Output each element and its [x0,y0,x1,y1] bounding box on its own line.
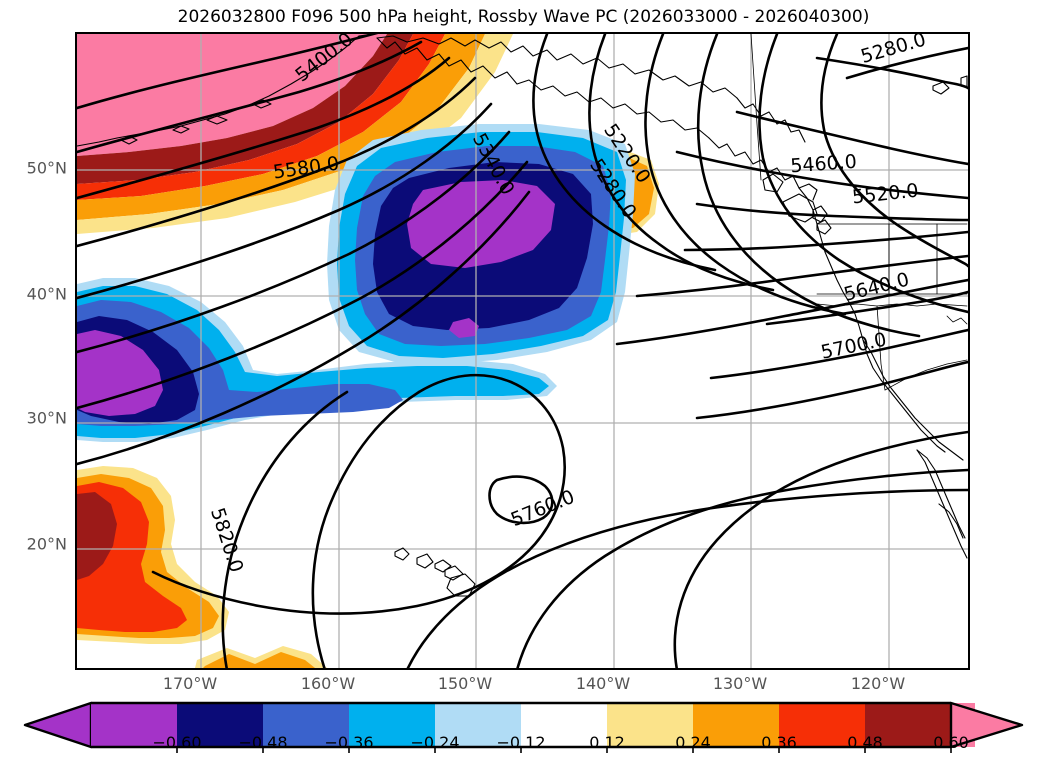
colorbar-swatch-6 [607,703,693,747]
colorbar-swatch-0 [91,703,177,747]
contour-label-5700: 5700.0 [819,328,889,363]
colorbar-tick-label-3: −0.24 [410,733,460,752]
contour-label-5280-north: 5280.0 [858,34,928,68]
map-plot-area: 5400.0 5280.0 5580.0 5340.0 5220.0 5280.… [75,32,970,670]
colorbar-tick-label-7: 0.36 [761,733,797,752]
contour-label-5520: 5520.0 [851,180,919,209]
colorbar-over-arrow [949,701,1024,749]
colorbar-swatch-7 [693,703,779,747]
contour-label-5460: 5460.0 [790,151,858,178]
colorbar: −0.60 −0.48 −0.36 −0.24 −0.12 0.12 0.24 … [13,700,1034,762]
latitude-axis: 50°N 40°N 30°N 20°N [0,32,75,670]
colorbar-tick-label-4: −0.12 [496,733,546,752]
colorbar-swatches [23,701,1024,753]
xtick-label-150w: 150°W [437,674,493,693]
xtick-label-170w: 170°W [162,674,218,693]
colorbar-tick-label-5: 0.12 [589,733,625,752]
colorbar-tick-label-0: −0.60 [152,733,202,752]
ytick-label-20n: 20°N [26,534,67,554]
xtick-label-160w: 160°W [300,674,356,693]
colorbar-swatch-9 [865,703,951,747]
colorbar-swatch-4 [435,703,521,747]
xtick-label-130w: 130°W [712,674,768,693]
anomaly-positive-southwest [77,466,327,668]
contour-label-5640: 5640.0 [842,268,912,305]
colorbar-tick-label-1: −0.48 [238,733,288,752]
colorbar-swatch-8 [779,703,865,747]
contour-label-5760: 5760.0 [508,486,578,531]
colorbar-swatch-3 [349,703,435,747]
ytick-label-40n: 40°N [26,284,67,304]
xtick-label-140w: 140°W [575,674,631,693]
colorbar-tick-label-9: 0.60 [933,733,969,752]
colorbar-tick-label-6: 0.24 [675,733,711,752]
chart-title: 2026032800 F096 500 hPa height, Rossby W… [177,7,870,27]
xtick-label-120w: 120°W [850,674,906,693]
colorbar-tick-label-2: −0.36 [324,733,374,752]
ytick-label-30n: 30°N [26,408,67,428]
anomaly-negative-west [77,278,557,442]
ytick-label-50n: 50°N [26,158,67,178]
colorbar-under-arrow [23,701,93,749]
colorbar-swatch-5 [521,703,607,747]
colorbar-swatch-1 [177,703,263,747]
colorbar-svg [23,701,1024,753]
longitude-axis: 170°W 160°W 150°W 140°W 130°W 120°W [75,670,970,700]
map-gridlines [77,34,968,668]
colorbar-tick-label-8: 0.48 [847,733,883,752]
colorbar-swatch-2 [263,703,349,747]
contour-label-5820: 5820.0 [206,505,247,575]
height-contours [77,34,968,668]
map-svg: 5400.0 5280.0 5580.0 5340.0 5220.0 5280.… [77,34,968,668]
